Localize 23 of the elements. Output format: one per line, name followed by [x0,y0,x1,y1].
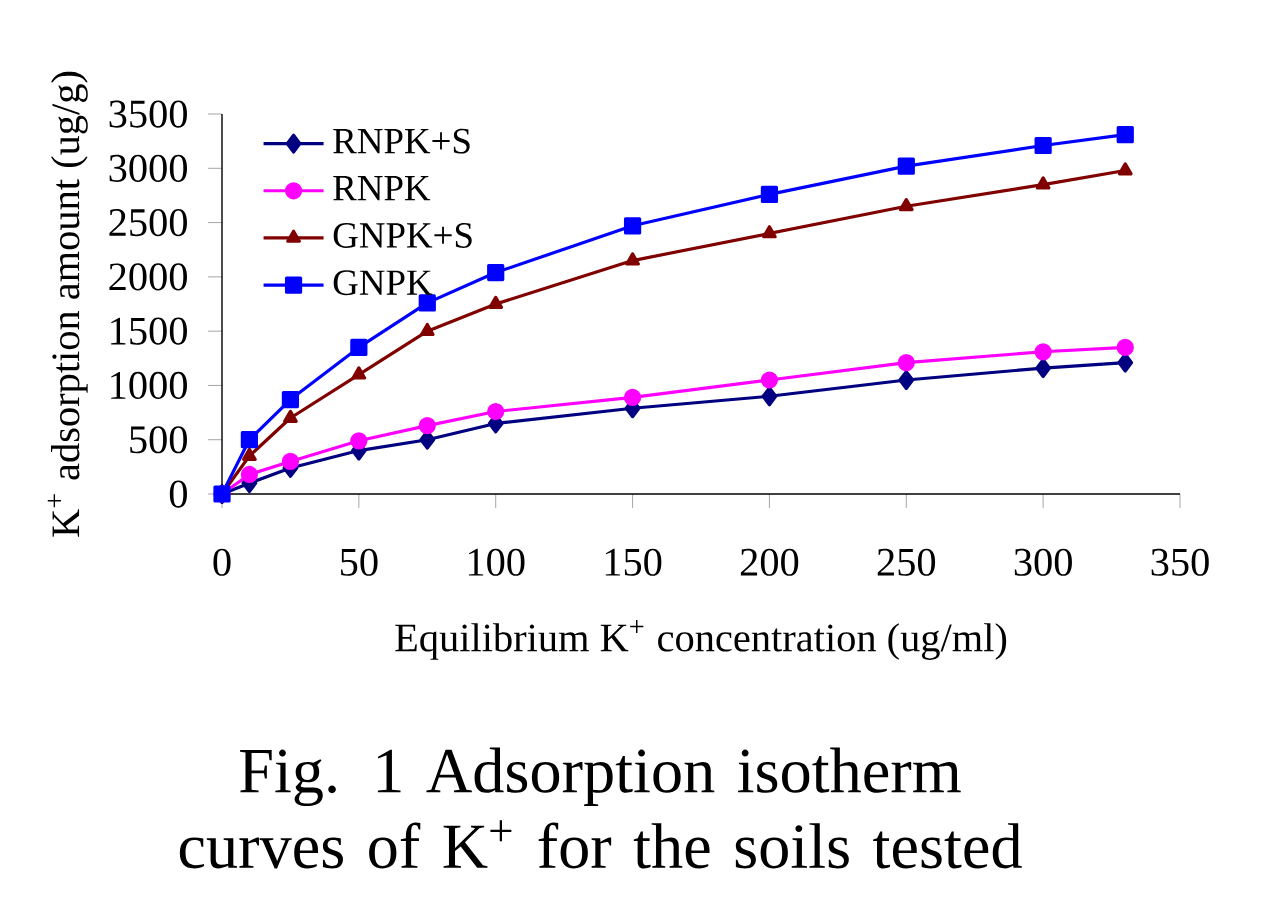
y-tick-label: 2000 [109,263,187,291]
y-tick-label: 3500 [109,100,187,128]
legend-label: GNPK [333,270,433,296]
x-tick-label: 300 [1014,548,1072,576]
y-tick-label: 1000 [111,371,187,400]
x-tick-label: 0 [213,548,231,576]
legend-label: RNPK [333,176,431,201]
x-tick-label: 150 [605,548,662,576]
x-axis-title: Equilibrium K$^{+}$ concentration (ug/ml) [395,619,1007,660]
legend-label: RNPK+S [333,128,470,154]
y-axis-title: K$^{+}$ adsorption amount (ug/g) [47,71,88,537]
y-tick-label: 2500 [109,208,187,237]
y-tick-label: 0 [169,480,187,508]
x-tick-label: 50 [341,548,378,576]
x-tick-label: 200 [740,548,799,576]
text: Fig. 1 Adsorption isotherm curves of K$^{+}$ for the soils tested [179,747,1022,869]
legend-label: GNPK+S [333,223,472,248]
x-tick-label: 250 [877,548,936,576]
y-tick-label: 1500 [111,317,187,345]
x-tick-label: 100 [468,548,525,576]
y-tick-label: 500 [130,426,187,454]
x-tick-label: 350 [1151,548,1209,576]
y-tick-label: 3000 [109,154,187,182]
